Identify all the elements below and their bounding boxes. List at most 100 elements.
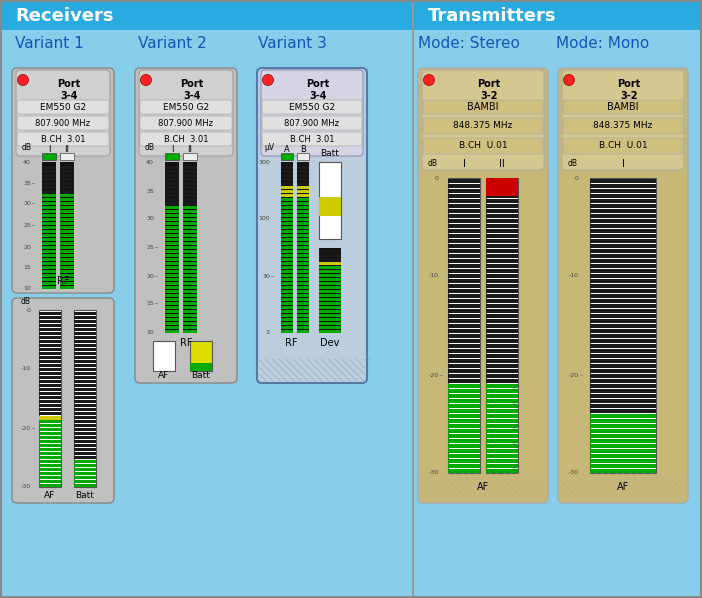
- Bar: [281, 162, 293, 333]
- Text: Batt: Batt: [321, 150, 340, 158]
- Bar: [448, 374, 480, 378]
- Bar: [183, 194, 197, 197]
- Bar: [183, 174, 197, 177]
- Bar: [448, 389, 480, 393]
- Bar: [39, 484, 61, 487]
- Bar: [74, 472, 96, 475]
- Bar: [39, 440, 61, 443]
- Bar: [590, 379, 656, 383]
- Text: 15: 15: [146, 301, 154, 306]
- Bar: [297, 298, 309, 301]
- Bar: [183, 322, 197, 325]
- Text: EM550 G2: EM550 G2: [163, 102, 209, 111]
- Text: AF: AF: [617, 482, 629, 492]
- Bar: [39, 396, 61, 399]
- Bar: [486, 204, 518, 208]
- Bar: [486, 319, 518, 323]
- Bar: [281, 170, 293, 173]
- Bar: [297, 258, 309, 261]
- Bar: [74, 400, 96, 403]
- Bar: [165, 322, 179, 325]
- Bar: [319, 270, 341, 273]
- Bar: [590, 294, 656, 298]
- Bar: [74, 420, 96, 423]
- Bar: [448, 274, 480, 278]
- Bar: [39, 316, 61, 319]
- Bar: [42, 266, 56, 269]
- Bar: [42, 270, 56, 273]
- Bar: [74, 436, 96, 439]
- Bar: [297, 210, 309, 213]
- Bar: [165, 174, 179, 177]
- Bar: [448, 234, 480, 238]
- Bar: [319, 290, 341, 293]
- FancyBboxPatch shape: [140, 100, 232, 114]
- Bar: [60, 186, 74, 189]
- Bar: [319, 326, 341, 329]
- Bar: [281, 182, 293, 185]
- Text: II: II: [499, 159, 505, 169]
- Text: Batt: Batt: [192, 371, 211, 380]
- Text: 0: 0: [575, 175, 579, 181]
- Bar: [42, 166, 56, 169]
- Bar: [486, 449, 518, 453]
- Bar: [448, 354, 480, 358]
- Bar: [183, 206, 197, 209]
- Bar: [39, 412, 61, 415]
- Bar: [486, 314, 518, 318]
- Bar: [486, 299, 518, 303]
- Bar: [297, 326, 309, 329]
- FancyBboxPatch shape: [562, 70, 684, 170]
- Bar: [281, 274, 293, 277]
- Bar: [448, 339, 480, 343]
- Bar: [590, 359, 656, 363]
- Bar: [590, 464, 656, 468]
- Bar: [165, 274, 179, 277]
- Bar: [297, 310, 309, 313]
- Bar: [281, 298, 293, 301]
- Bar: [297, 322, 309, 325]
- Bar: [448, 229, 480, 233]
- Bar: [183, 230, 197, 233]
- Text: dB: dB: [568, 160, 578, 169]
- Bar: [74, 448, 96, 451]
- Bar: [448, 189, 480, 193]
- Bar: [74, 360, 96, 363]
- Text: 15: 15: [23, 265, 31, 270]
- Text: I: I: [48, 145, 51, 154]
- Bar: [297, 274, 309, 277]
- Bar: [74, 460, 96, 463]
- Bar: [183, 306, 197, 309]
- Bar: [165, 326, 179, 329]
- Text: 40: 40: [23, 160, 31, 164]
- Bar: [74, 412, 96, 415]
- Bar: [60, 194, 74, 197]
- Bar: [486, 359, 518, 363]
- FancyBboxPatch shape: [140, 132, 232, 146]
- Bar: [590, 229, 656, 233]
- Bar: [448, 369, 480, 373]
- Bar: [42, 226, 56, 229]
- Bar: [486, 419, 518, 423]
- Text: 30: 30: [262, 274, 270, 279]
- Bar: [60, 202, 74, 205]
- Bar: [486, 334, 518, 338]
- Bar: [448, 194, 480, 198]
- Bar: [39, 356, 61, 359]
- Bar: [60, 286, 74, 289]
- Bar: [74, 440, 96, 443]
- Text: B.CH  U.01: B.CH U.01: [599, 142, 647, 151]
- Text: -20: -20: [429, 373, 439, 378]
- Bar: [297, 218, 309, 221]
- Text: Port: Port: [180, 79, 204, 89]
- Bar: [590, 214, 656, 218]
- Bar: [486, 384, 518, 388]
- Bar: [448, 459, 480, 463]
- Bar: [60, 282, 74, 285]
- Bar: [448, 179, 480, 183]
- Text: Variant 1: Variant 1: [15, 36, 84, 51]
- Bar: [297, 238, 309, 241]
- Bar: [297, 214, 309, 217]
- Bar: [74, 348, 96, 351]
- Text: 3: 3: [266, 331, 270, 335]
